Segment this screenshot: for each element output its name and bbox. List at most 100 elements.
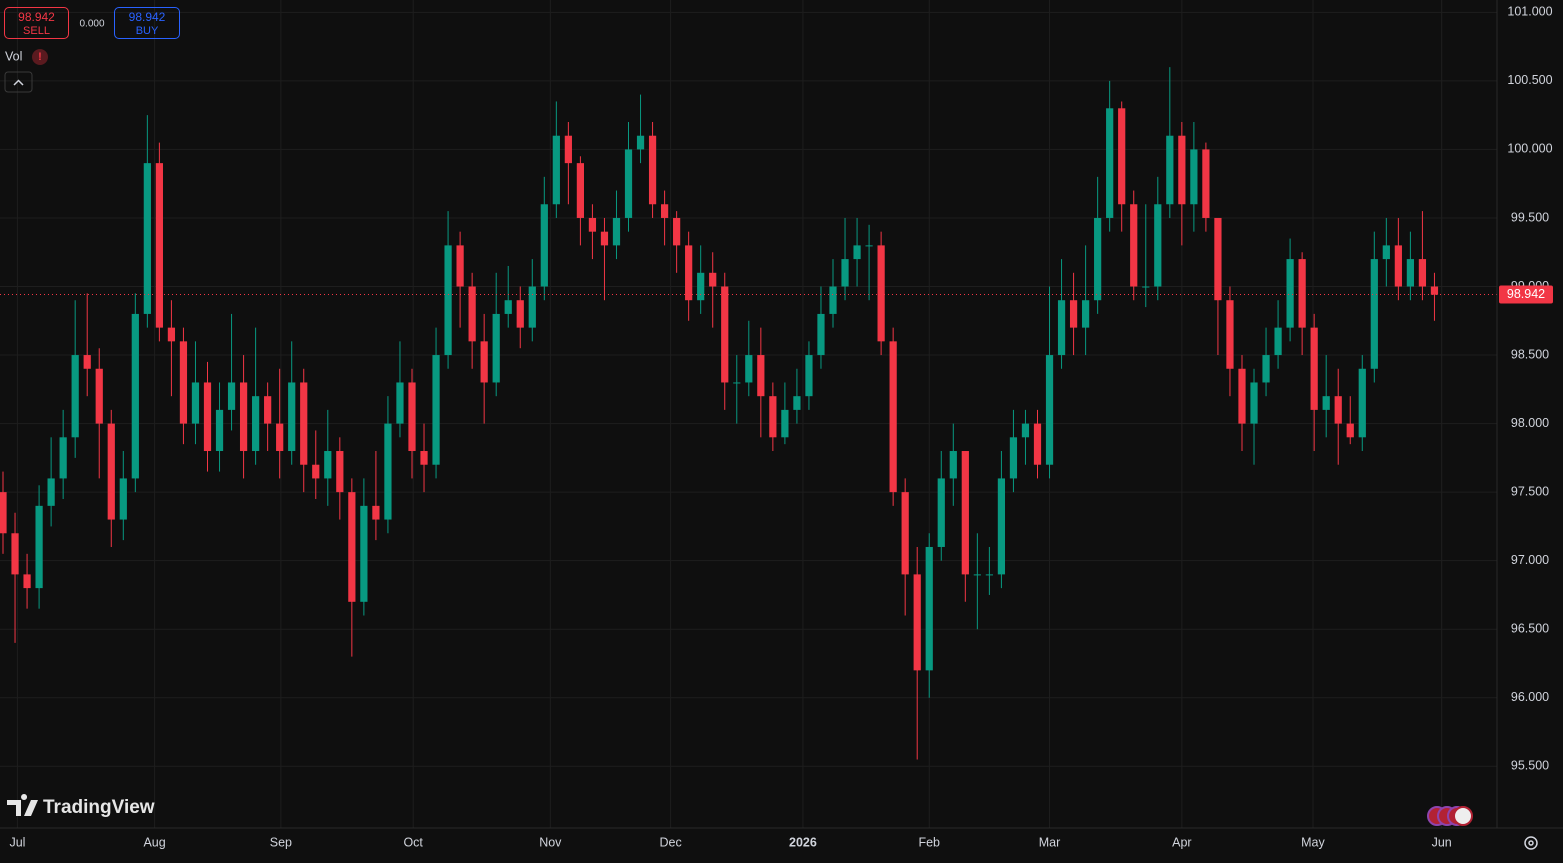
buy-button[interactable]: 98.942 BUY	[114, 7, 180, 39]
last-price-label: 98.942	[1507, 287, 1545, 301]
candle-body	[624, 149, 633, 218]
candle-body	[239, 382, 248, 452]
candle-body	[23, 574, 31, 589]
y-tick-label: 99.500	[1511, 210, 1549, 224]
x-tick-label: Jul	[9, 835, 25, 849]
candle-body	[913, 574, 921, 671]
candle-body	[829, 286, 837, 314]
flags	[1427, 806, 1473, 826]
candle-body	[1214, 217, 1222, 301]
candle-body	[143, 163, 151, 314]
y-tick-label: 96.500	[1511, 622, 1549, 636]
candle-body	[1226, 300, 1234, 369]
candle-body	[733, 382, 741, 384]
x-tick-label: Feb	[918, 835, 940, 849]
x-tick-label: Dec	[659, 835, 681, 849]
sell-label: SELL	[23, 25, 50, 37]
candle-body	[372, 505, 380, 520]
candle-body	[1382, 245, 1390, 260]
candle-body	[757, 355, 765, 397]
y-tick-label: 96.000	[1511, 690, 1549, 704]
candle-body	[300, 382, 308, 465]
candle-body	[396, 382, 404, 424]
candle-body	[1298, 259, 1306, 328]
candle-body	[468, 286, 476, 342]
last-price-tag	[1499, 285, 1553, 304]
candle-body	[588, 217, 597, 232]
candle-body	[1250, 382, 1258, 424]
candle-body	[1286, 259, 1294, 328]
candle-body	[528, 286, 536, 328]
candle-body	[1370, 259, 1378, 369]
candle-body	[1418, 259, 1427, 287]
buy-price: 98.942	[128, 10, 166, 24]
candle-body	[937, 478, 945, 547]
candle-body	[1057, 300, 1066, 356]
x-tick-label: Oct	[403, 835, 423, 849]
x-tick-label: Aug	[143, 835, 165, 849]
candle-body	[1009, 437, 1018, 479]
candle-body	[348, 492, 356, 602]
candle-body	[576, 163, 585, 218]
x-tick-label: Sep	[270, 835, 292, 849]
candle-body	[961, 451, 969, 575]
candle-body	[456, 245, 464, 287]
collapse-button[interactable]	[4, 71, 33, 93]
candle-body	[877, 245, 885, 342]
candle-body	[215, 409, 224, 452]
candle-body	[1130, 204, 1138, 287]
candle-body	[191, 382, 200, 424]
candle-body	[648, 135, 657, 205]
candle-body	[71, 355, 79, 438]
x-tick-label: May	[1301, 835, 1325, 849]
settings-button[interactable]	[1524, 836, 1538, 850]
candle-body	[889, 341, 897, 493]
candle-body	[59, 437, 67, 479]
candle-body	[552, 135, 560, 205]
candle-body	[853, 245, 861, 260]
candle-body	[745, 355, 753, 383]
candle-body	[769, 396, 777, 438]
spread: 0.000	[79, 19, 104, 30]
candle-body	[901, 492, 909, 575]
candle-body	[1346, 423, 1354, 438]
candle-body	[119, 478, 127, 520]
candle-body	[516, 300, 524, 328]
candle-body	[721, 286, 729, 383]
candle-body	[83, 355, 91, 369]
candle-body	[276, 423, 284, 452]
candle-body	[1033, 423, 1042, 465]
candle-body	[312, 464, 320, 479]
candle-body	[1045, 355, 1054, 465]
candle-body	[264, 396, 272, 424]
candle-body	[709, 272, 717, 287]
candle-body	[1394, 245, 1402, 287]
candle-body	[107, 423, 115, 520]
candle-body	[1178, 135, 1186, 205]
candle-body	[1430, 286, 1439, 295]
candle-body	[1310, 327, 1318, 410]
x-tick-label: Nov	[539, 835, 562, 849]
candle-body	[564, 135, 572, 164]
y-tick-label: 101.000	[1507, 5, 1552, 19]
x-tick-label: Jun	[1432, 835, 1452, 849]
y-tick-label: 98.000	[1511, 416, 1549, 430]
candle-body	[697, 272, 705, 301]
candle-body	[480, 341, 488, 383]
candle-body	[167, 327, 176, 342]
candle-body	[1154, 204, 1162, 287]
sell-button[interactable]: 98.942 SELL	[4, 7, 69, 39]
candle-body	[540, 204, 548, 287]
candle-body	[1274, 327, 1282, 356]
candle-body	[673, 217, 681, 246]
candle-body	[1142, 286, 1150, 288]
candle-body	[985, 574, 993, 576]
brand: TradingView	[43, 797, 155, 818]
indicator-label: Vol	[5, 49, 22, 63]
candle-body	[179, 341, 188, 424]
candle-body	[155, 163, 163, 328]
candle-body	[1262, 355, 1270, 383]
indicator-badge: !	[38, 51, 42, 63]
candle-body	[0, 492, 7, 534]
